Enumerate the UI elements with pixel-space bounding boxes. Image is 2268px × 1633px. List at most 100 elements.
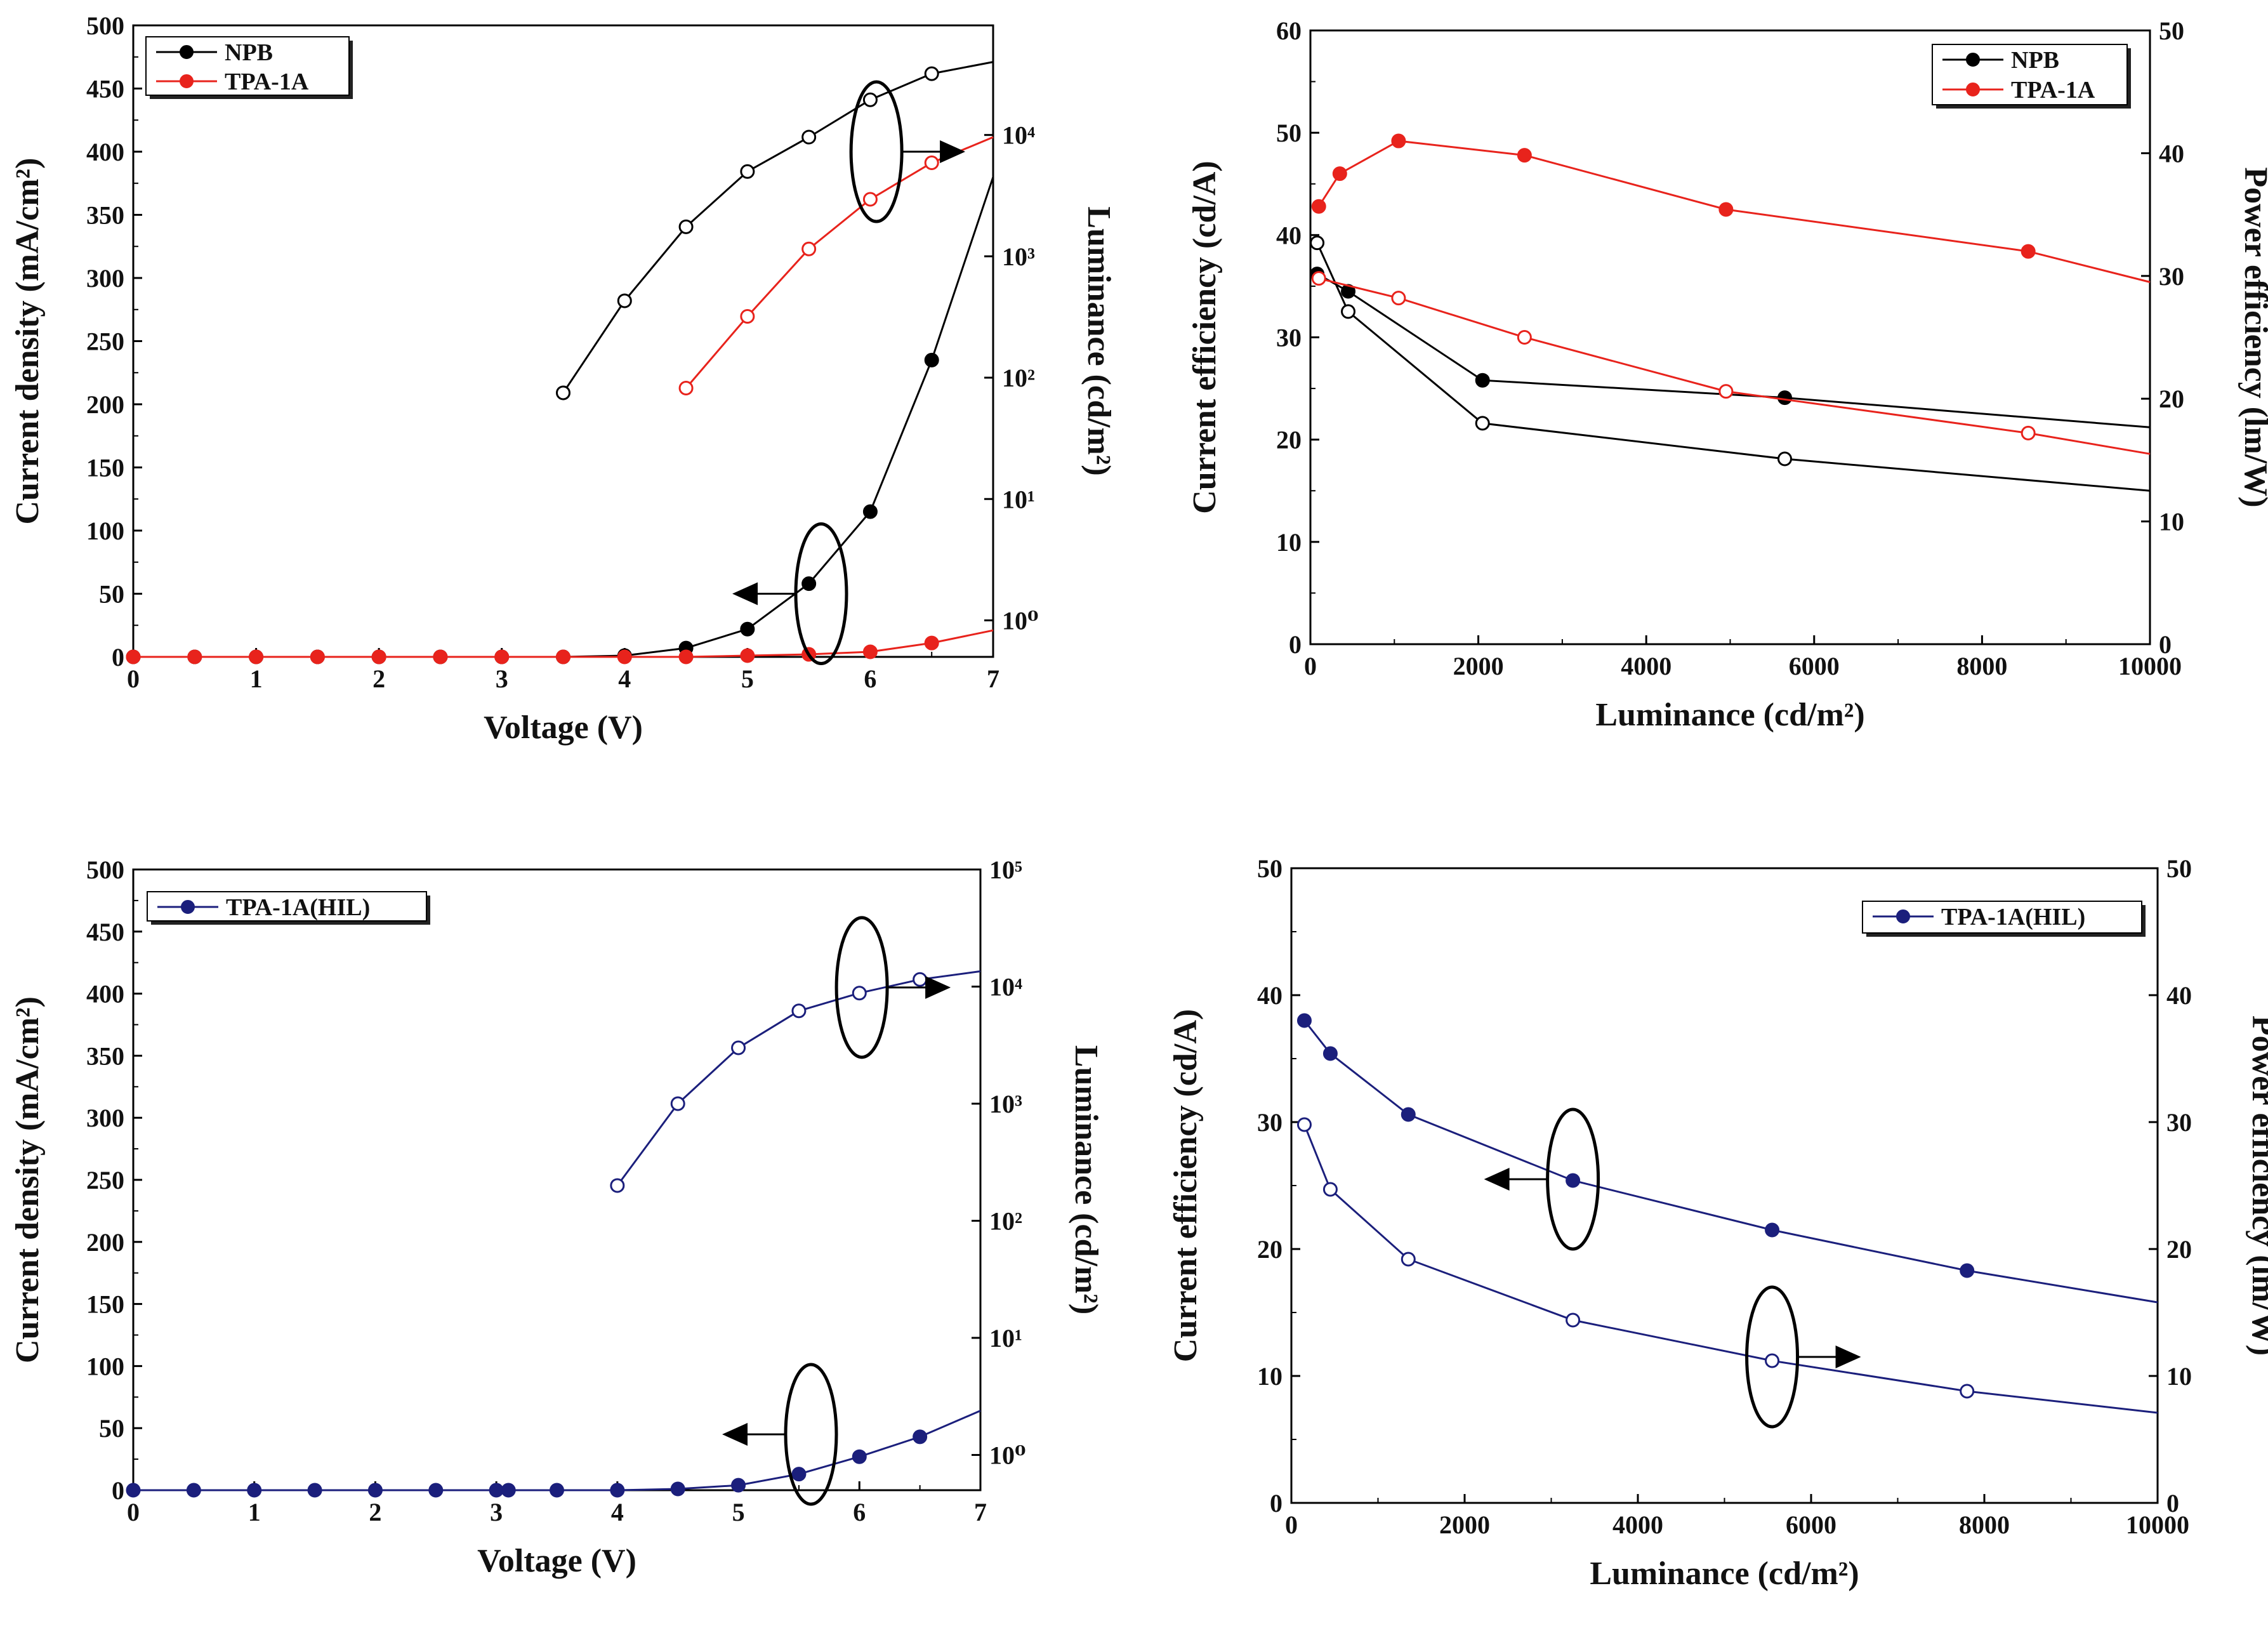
data-point	[678, 381, 694, 396]
data-point	[247, 1483, 262, 1498]
x-tick-label: 8000	[1959, 1511, 2010, 1539]
x-tick-label: 4000	[1621, 652, 1671, 680]
data-point	[1517, 330, 1532, 345]
x-tick-label: 2	[373, 664, 385, 693]
x-tick-label: 5	[732, 1498, 745, 1526]
series-line	[1318, 277, 2151, 455]
legend-box	[147, 891, 427, 922]
y2-axis-title: Luminance (cd/m²)	[1081, 206, 1117, 475]
chart-panel-b: 0 2000 4000 6000 8000 10000010203040506001020…	[1187, 17, 2268, 733]
series-line	[133, 1410, 981, 1491]
data-point	[367, 1483, 383, 1498]
data-point	[1777, 390, 1792, 406]
series-2	[1310, 235, 2151, 492]
y-axis-title: Current efficiency (cd/A)	[1187, 161, 1223, 513]
x-tick-label: 2000	[1453, 652, 1504, 680]
data-point	[924, 635, 939, 651]
series-2	[556, 61, 994, 400]
y-tick-label: 10	[1276, 528, 1302, 557]
y2-tick-label: 10³	[989, 1090, 1022, 1118]
data-point	[740, 308, 755, 324]
data-point	[617, 649, 632, 664]
annotation-ellipse	[849, 80, 904, 223]
series-0	[1296, 1013, 2158, 1304]
y2-tick-label: 10	[2159, 508, 2184, 536]
y2-tick-label: 0	[2159, 630, 2172, 659]
data-point	[556, 649, 570, 664]
data-point	[186, 1483, 201, 1498]
data-point	[126, 1483, 141, 1498]
x-tick-label: 2000	[1439, 1511, 1490, 1539]
y2-tick-label: 10¹	[989, 1324, 1022, 1352]
data-point	[740, 621, 755, 637]
y-tick-label: 0	[112, 1476, 124, 1505]
legend-entry: NPB	[1942, 47, 2059, 74]
legend-marker	[1966, 83, 1980, 96]
data-point	[1401, 1107, 1416, 1122]
data-point	[924, 352, 939, 367]
data-point	[617, 293, 632, 308]
legend-entry: NPB	[156, 39, 273, 66]
x-axis-title: Luminance (cd/m²)	[1595, 697, 1864, 733]
data-point	[740, 648, 755, 663]
y-tick-label: 500	[86, 11, 124, 40]
y-tick-label: 20	[1257, 1235, 1282, 1264]
data-point	[501, 1483, 516, 1498]
y-tick-label: 200	[86, 1228, 124, 1257]
data-point	[1322, 1046, 1338, 1061]
y-tick-label: 400	[86, 980, 124, 1008]
x-tick-label: 3	[490, 1498, 503, 1526]
data-point	[740, 164, 755, 179]
y2-tick-label: 30	[2166, 1108, 2192, 1137]
data-point	[1401, 1252, 1416, 1267]
y-tick-label: 250	[86, 327, 124, 356]
y2-tick-label: 0	[2166, 1489, 2179, 1517]
y-tick-label: 50	[99, 580, 124, 609]
arrow-head	[722, 1422, 748, 1446]
data-point	[670, 1096, 685, 1111]
x-tick-label: 6000	[1789, 652, 1840, 680]
data-point	[1310, 235, 1325, 251]
annotation-ellipse	[784, 1363, 838, 1506]
annotation-right-arrow	[849, 80, 966, 223]
y2-tick-label: 20	[2166, 1235, 2192, 1264]
annotation-ellipse	[794, 522, 848, 665]
y2-tick-label: 10⁰	[989, 1441, 1026, 1469]
y-tick-label: 0	[1289, 630, 1302, 659]
x-tick-label: 3	[496, 664, 508, 693]
x-tick-label: 4	[611, 1498, 624, 1526]
annotation-right-arrow	[834, 916, 951, 1059]
data-point	[791, 1003, 807, 1019]
data-point	[1718, 202, 1734, 217]
y2-axis-title: Power efficiency (lm/W)	[2245, 1015, 2268, 1356]
y2-tick-label: 50	[2166, 854, 2192, 883]
data-point	[1296, 1013, 1312, 1028]
data-point	[126, 649, 141, 664]
legend: TPA-1A(HIL)	[147, 891, 430, 925]
legend-marker	[180, 45, 194, 59]
y2-tick-label: 10⁵	[989, 856, 1022, 884]
annotation-ellipse	[1745, 1285, 1800, 1429]
y2-tick-label: 40	[2159, 139, 2184, 168]
data-point	[1341, 304, 1356, 319]
y2-tick-label: 10²	[1002, 364, 1035, 392]
legend-box	[1932, 44, 2128, 105]
data-point	[187, 649, 202, 664]
y-tick-label: 250	[86, 1166, 124, 1194]
chart-panel-a: 0 1 2 3 4 5 6 7 0 50 100 150 200 250 300 350 400 450 500 10…	[10, 11, 1117, 746]
y-tick-label: 200	[86, 390, 124, 419]
annotation-left-arrow	[722, 1363, 838, 1506]
data-point	[1475, 373, 1490, 388]
y-tick-label: 30	[1276, 324, 1302, 352]
y2-tick-label: 10¹	[1002, 485, 1035, 513]
data-point	[249, 649, 264, 664]
y2-tick-label: 10⁴	[1002, 121, 1035, 150]
y-tick-label: 30	[1257, 1108, 1282, 1137]
annotation-ellipse	[1546, 1107, 1600, 1251]
x-axis-title: Voltage (V)	[484, 710, 643, 746]
y2-tick-label: 10³	[1002, 242, 1035, 271]
y-tick-label: 10	[1257, 1362, 1282, 1391]
annotation-left-arrow	[732, 522, 848, 665]
series-1	[1311, 133, 2151, 283]
